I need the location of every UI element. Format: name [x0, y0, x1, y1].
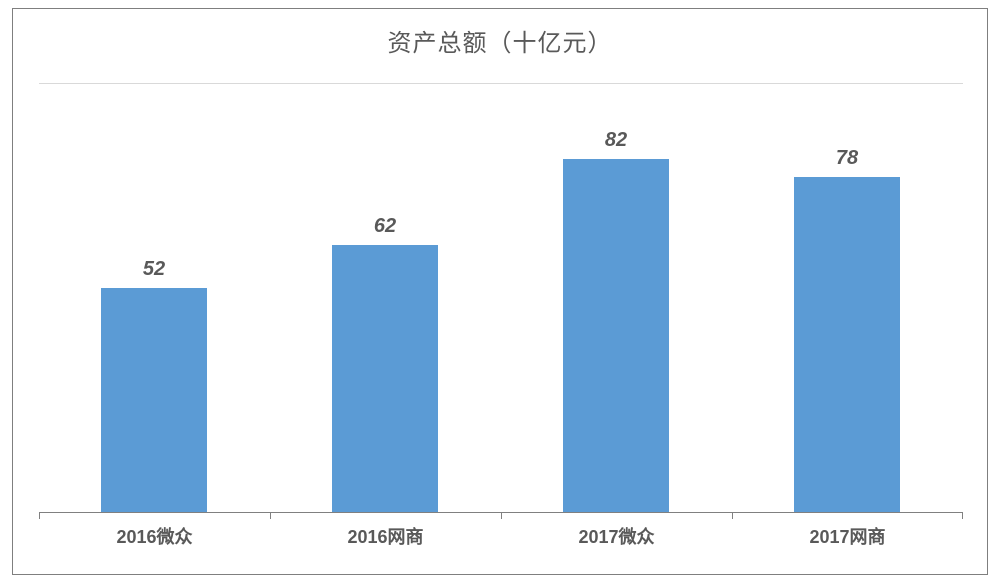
- x-tick: [39, 513, 40, 519]
- bar: 52: [101, 288, 207, 512]
- x-tick: [501, 513, 502, 519]
- bar: 82: [563, 159, 669, 512]
- bar-value-label: 62: [332, 215, 438, 238]
- bar-value-label: 52: [101, 258, 207, 281]
- x-axis-label: 2017微众: [501, 523, 732, 549]
- x-tick: [732, 513, 733, 519]
- x-tick: [962, 513, 963, 519]
- chart-frame: 资产总额（十亿元） 52 62 82 78 2016微众: [12, 8, 988, 575]
- x-axis: 2016微众 2016网商 2017微众 2017网商: [39, 513, 963, 563]
- x-tick: [270, 513, 271, 519]
- plot-area: 52 62 82 78: [39, 83, 963, 513]
- bar-value-label: 82: [563, 129, 669, 152]
- bar-value-label: 78: [794, 147, 900, 170]
- bar: 78: [794, 177, 900, 512]
- chart-title: 资产总额（十亿元）: [13, 9, 987, 58]
- x-axis-label: 2016网商: [270, 523, 501, 549]
- x-axis-label: 2016微众: [39, 523, 270, 549]
- bar: 62: [332, 245, 438, 512]
- x-axis-label: 2017网商: [732, 523, 963, 549]
